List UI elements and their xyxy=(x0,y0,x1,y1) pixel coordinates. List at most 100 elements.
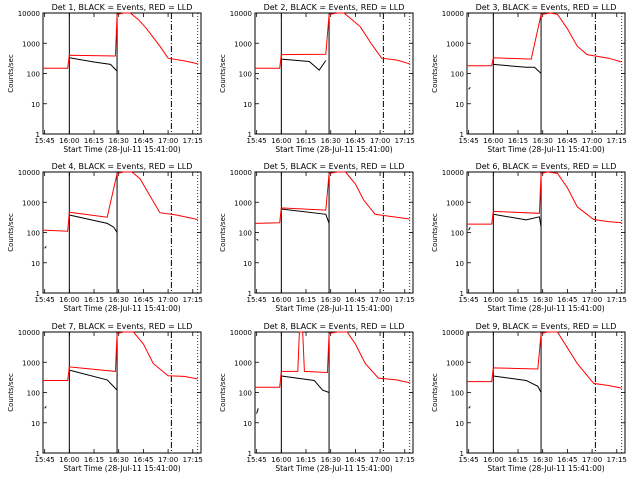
x-tick-label: 15:45 xyxy=(247,456,267,464)
y-tick-label: 10000 xyxy=(230,10,252,18)
x-tick-label: 16:30 xyxy=(109,456,129,464)
panel-title: Det 8, BLACK = Events, RED = LLD xyxy=(264,322,405,331)
x-tick-label: 16:00 xyxy=(483,456,503,464)
y-axis-label: Counts/sec xyxy=(431,373,439,412)
y-tick-label: 1 xyxy=(460,131,464,139)
y-tick-label: 1000 xyxy=(446,40,464,48)
panel-title: Det 7, BLACK = Events, RED = LLD xyxy=(52,322,193,331)
y-axis-label: Counts/sec xyxy=(7,373,15,412)
y-tick-label: 10 xyxy=(243,420,252,428)
plot-frame xyxy=(466,331,626,454)
panel-title: Det 4, BLACK = Events, RED = LLD xyxy=(52,162,193,171)
series-lld xyxy=(43,12,198,69)
y-tick-label: 10 xyxy=(243,101,252,109)
series-events xyxy=(69,57,118,72)
x-tick-label: 15:45 xyxy=(459,456,479,464)
x-tick-label: 16:00 xyxy=(59,456,79,464)
y-tick-label: 100 xyxy=(451,230,464,238)
plot-frame xyxy=(466,12,626,135)
x-tick-label: 16:45 xyxy=(557,296,577,304)
series-events xyxy=(281,58,327,71)
x-tick-label: 16:00 xyxy=(271,456,291,464)
series-events-early xyxy=(256,238,259,241)
x-tick-label: 16:45 xyxy=(133,137,153,145)
y-axis-label: Counts/sec xyxy=(219,373,227,412)
y-tick-label: 10 xyxy=(31,260,40,268)
y-tick-label: 1 xyxy=(460,290,464,298)
x-tick-label: 16:45 xyxy=(133,456,153,464)
panel-title: Det 5, BLACK = Events, RED = LLD xyxy=(264,162,405,171)
x-tick-label: 16:00 xyxy=(271,296,291,304)
x-axis-label: Start Time (28-Jul-11 15:41:00) xyxy=(487,145,604,154)
x-tick-label: 15:45 xyxy=(35,296,55,304)
panel-title: Det 9, BLACK = Events, RED = LLD xyxy=(476,322,617,331)
panel-title: Det 1, BLACK = Events, RED = LLD xyxy=(52,3,193,12)
x-axis-label: Start Time (28-Jul-11 15:41:00) xyxy=(487,464,604,473)
y-tick-label: 10 xyxy=(455,260,464,268)
series-events xyxy=(493,375,542,393)
y-axis-label: Counts/sec xyxy=(7,54,15,93)
y-tick-label: 1000 xyxy=(22,359,40,367)
series-lld xyxy=(43,331,198,381)
series-lld xyxy=(467,171,622,225)
x-tick-label: 17:15 xyxy=(607,137,627,145)
y-tick-label: 100 xyxy=(27,230,40,238)
x-tick-label: 17:15 xyxy=(607,296,627,304)
y-tick-label: 100 xyxy=(239,71,252,79)
y-axis-label: Counts/sec xyxy=(431,54,439,93)
series-events-early xyxy=(256,408,259,414)
series-lld xyxy=(467,12,622,67)
x-axis-label: Start Time (28-Jul-11 15:41:00) xyxy=(487,304,604,313)
y-tick-label: 1 xyxy=(36,131,40,139)
series-events-early xyxy=(468,405,471,409)
x-tick-label: 16:00 xyxy=(59,137,79,145)
x-tick-label: 16:30 xyxy=(533,456,553,464)
y-tick-label: 10000 xyxy=(442,169,464,177)
y-tick-label: 1 xyxy=(248,131,252,139)
plot-frame xyxy=(42,12,202,135)
series-events-early xyxy=(468,226,471,231)
series-lld xyxy=(255,12,410,69)
x-axis-label: Start Time (28-Jul-11 15:41:00) xyxy=(63,145,180,154)
x-tick-label: 16:15 xyxy=(84,296,104,304)
x-tick-label: 17:15 xyxy=(395,456,415,464)
x-axis-label: Start Time (28-Jul-11 15:41:00) xyxy=(275,304,392,313)
x-tick-label: 17:00 xyxy=(158,137,178,145)
y-tick-label: 10 xyxy=(31,101,40,109)
x-axis-label: Start Time (28-Jul-11 15:41:00) xyxy=(63,304,180,313)
x-tick-label: 17:15 xyxy=(183,137,203,145)
y-tick-label: 10000 xyxy=(230,329,252,337)
x-tick-label: 16:30 xyxy=(533,296,553,304)
x-tick-label: 16:30 xyxy=(533,137,553,145)
y-tick-label: 1000 xyxy=(234,359,252,367)
series-events xyxy=(69,214,118,233)
x-tick-label: 16:00 xyxy=(59,296,79,304)
panel-title: Det 3, BLACK = Events, RED = LLD xyxy=(476,3,617,12)
series-lld xyxy=(254,171,410,224)
series-lld xyxy=(467,331,622,389)
plot-frame xyxy=(254,331,414,454)
y-axis-label: Counts/sec xyxy=(7,213,15,252)
x-tick-label: 17:15 xyxy=(607,456,627,464)
x-tick-label: 16:45 xyxy=(345,296,365,304)
x-tick-label: 16:15 xyxy=(508,137,528,145)
y-tick-label: 100 xyxy=(239,230,252,238)
plot-frame xyxy=(42,331,202,454)
y-tick-label: 10 xyxy=(455,101,464,109)
y-tick-label: 1 xyxy=(36,450,40,458)
y-tick-label: 1000 xyxy=(446,199,464,207)
panel-4: Det 4, BLACK = Events, RED = LLD 1 10 100 10… xyxy=(7,162,203,313)
x-tick-label: 16:30 xyxy=(109,296,129,304)
series-events-early xyxy=(44,245,47,249)
x-tick-label: 15:45 xyxy=(247,296,267,304)
x-tick-label: 17:15 xyxy=(395,137,415,145)
panel-title: Det 2, BLACK = Events, RED = LLD xyxy=(264,3,405,12)
series-events xyxy=(281,208,330,224)
x-tick-label: 16:45 xyxy=(345,456,365,464)
x-axis-label: Start Time (28-Jul-11 15:41:00) xyxy=(275,145,392,154)
series-events-early xyxy=(44,405,47,409)
y-tick-label: 10000 xyxy=(442,10,464,18)
series-events xyxy=(281,375,330,393)
x-tick-label: 16:15 xyxy=(84,456,104,464)
